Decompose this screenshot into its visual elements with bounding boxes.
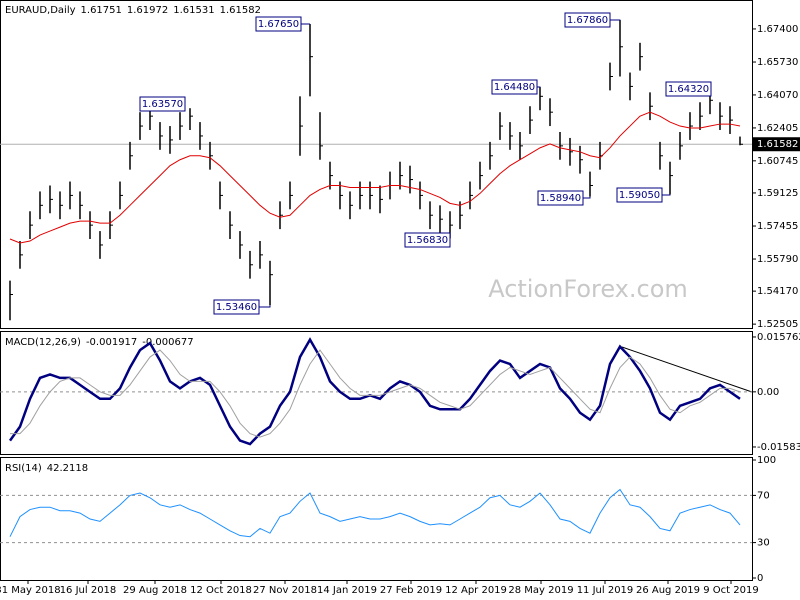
y-tick-label: 1.64070 xyxy=(757,90,798,101)
annotation-label: 1.67860 xyxy=(567,15,608,26)
macd-panel xyxy=(0,331,753,455)
annotation-label: 1.64320 xyxy=(668,84,709,95)
series-line xyxy=(8,337,741,446)
annotation-label: 1.56830 xyxy=(407,235,448,246)
y-tick-label: 1.60745 xyxy=(757,156,798,167)
panel-header: RSI(14) 42.2118 xyxy=(5,463,88,474)
panel-header: EURAUD,Daily 1.61751 1.61972 1.61531 1.61582 xyxy=(5,5,261,16)
annotation-box xyxy=(404,232,451,248)
y-tick-label: 70 xyxy=(757,490,770,501)
annotation-box xyxy=(255,16,302,32)
x-tick-label: 27 Nov 2018 xyxy=(253,585,317,596)
y-tick-label: 0 xyxy=(757,573,763,584)
annotation-box xyxy=(564,12,611,28)
annotation-label: 1.53460 xyxy=(216,302,257,313)
panel-title: MACD(12,26,9) xyxy=(5,337,81,348)
y-tick-label: 0.015762 xyxy=(757,332,800,343)
header-value: -0.001917 xyxy=(86,337,137,348)
series-line xyxy=(9,111,741,244)
x-tick-label: 28 May 2019 xyxy=(508,585,573,596)
annotation-label: 1.58940 xyxy=(540,193,581,204)
x-tick-label: 29 Aug 2018 xyxy=(123,585,187,596)
rsi-panel xyxy=(0,457,753,581)
annotation-label: 1.64480 xyxy=(494,82,535,93)
header-value: 1.61972 xyxy=(127,5,168,16)
annotation-box xyxy=(537,190,584,206)
y-tick-label: 0.00 xyxy=(757,387,779,398)
annotation-connector xyxy=(583,196,591,199)
annotation-connector xyxy=(259,305,271,308)
y-tick-label: -0.015834 xyxy=(757,442,800,453)
y-tick-label: 1.67400 xyxy=(757,24,798,35)
y-tick-label: 100 xyxy=(757,455,776,466)
panel-title: EURAUD,Daily xyxy=(5,5,76,16)
header-value: 1.61582 xyxy=(220,5,261,16)
annotation-label: 1.63570 xyxy=(142,99,183,110)
x-tick-label: 14 Jan 2019 xyxy=(317,585,377,596)
header-value: 1.61751 xyxy=(81,5,122,16)
annotation-label: 1.59050 xyxy=(619,190,660,201)
annotation-box xyxy=(616,187,663,203)
header-value: -0.000677 xyxy=(142,337,193,348)
annotation-box xyxy=(213,299,260,315)
series-line xyxy=(9,488,741,538)
y-tick-label: 1.59125 xyxy=(757,188,798,199)
y-tick-label: 1.52505 xyxy=(757,319,798,330)
x-tick-label: 12 Oct 2018 xyxy=(190,585,252,596)
current-price-box xyxy=(753,137,800,152)
watermark: ActionForex.com xyxy=(488,275,688,303)
annotation-label: 1.67650 xyxy=(258,19,299,30)
macd-trendline xyxy=(621,346,753,393)
panel-title: RSI(14) xyxy=(5,463,42,474)
annotation-box xyxy=(491,79,538,95)
series-line xyxy=(10,349,741,438)
y-tick-label: 1.62405 xyxy=(757,123,798,134)
y-tick-label: 1.55790 xyxy=(757,254,798,265)
x-tick-label: 11 Jul 2019 xyxy=(577,585,634,596)
x-tick-label: 26 Aug 2019 xyxy=(636,585,700,596)
x-tick-label: 9 Oct 2019 xyxy=(703,585,758,596)
header-value: 1.61531 xyxy=(173,5,214,16)
y-tick-label: 1.54170 xyxy=(757,286,798,297)
annotation-box xyxy=(665,81,712,97)
x-tick-label: 16 Jul 2018 xyxy=(60,585,117,596)
x-tick-label: 12 Apr 2019 xyxy=(445,585,507,596)
current-price-label: 1.61582 xyxy=(757,139,798,150)
header-value: 42.2118 xyxy=(47,463,88,474)
annotation-box xyxy=(139,96,186,112)
y-tick-label: 1.57455 xyxy=(757,221,798,232)
price-panel xyxy=(0,0,753,329)
y-tick-label: 30 xyxy=(757,538,770,549)
x-tick-label: 31 May 2018 xyxy=(0,585,61,596)
annotation-connector xyxy=(662,194,671,196)
x-tick-label: 27 Feb 2019 xyxy=(380,585,442,596)
panel-header: MACD(12,26,9) -0.001917 -0.000677 xyxy=(5,337,194,348)
y-tick-label: 1.65730 xyxy=(757,57,798,68)
